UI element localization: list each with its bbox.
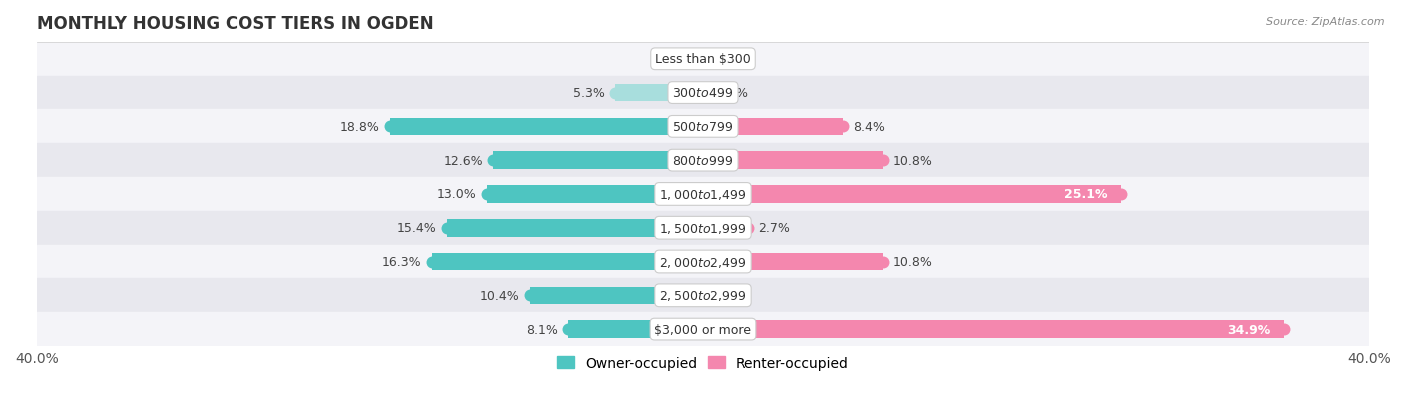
Text: Source: ZipAtlas.com: Source: ZipAtlas.com — [1267, 17, 1385, 26]
Bar — [37, 279, 1369, 313]
Text: 34.9%: 34.9% — [1227, 323, 1271, 336]
Text: 13.0%: 13.0% — [437, 188, 477, 201]
Bar — [614, 85, 703, 102]
Bar — [37, 76, 1369, 110]
Bar — [37, 178, 1369, 211]
Bar — [37, 211, 1369, 245]
Text: $2,000 to $2,499: $2,000 to $2,499 — [659, 255, 747, 269]
Text: 10.8%: 10.8% — [893, 255, 932, 268]
Text: 16.3%: 16.3% — [382, 255, 422, 268]
Text: 10.4%: 10.4% — [479, 289, 520, 302]
Text: $1,500 to $1,999: $1,500 to $1,999 — [659, 221, 747, 235]
Text: 0.0%: 0.0% — [716, 53, 748, 66]
Text: Less than $300: Less than $300 — [655, 53, 751, 66]
Text: 0.0%: 0.0% — [716, 289, 748, 302]
Text: MONTHLY HOUSING COST TIERS IN OGDEN: MONTHLY HOUSING COST TIERS IN OGDEN — [37, 15, 433, 33]
Bar — [703, 51, 709, 69]
Text: $1,000 to $1,499: $1,000 to $1,499 — [659, 188, 747, 202]
Text: 25.1%: 25.1% — [1064, 188, 1108, 201]
Text: 18.8%: 18.8% — [340, 121, 380, 133]
Bar — [703, 219, 748, 237]
Text: 2.7%: 2.7% — [758, 222, 790, 235]
Bar — [389, 118, 703, 136]
Bar — [37, 245, 1369, 279]
Bar — [703, 118, 842, 136]
Legend: Owner-occupied, Renter-occupied: Owner-occupied, Renter-occupied — [551, 351, 855, 376]
Bar — [447, 219, 703, 237]
Bar — [37, 110, 1369, 144]
Bar — [697, 51, 703, 69]
Bar — [703, 253, 883, 271]
Text: 8.4%: 8.4% — [853, 121, 884, 133]
Bar — [37, 144, 1369, 178]
Text: $2,500 to $2,999: $2,500 to $2,999 — [659, 289, 747, 303]
Text: 0.0%: 0.0% — [716, 87, 748, 100]
Bar — [568, 320, 703, 338]
Bar — [703, 152, 883, 169]
Bar — [37, 313, 1369, 346]
Text: 5.3%: 5.3% — [572, 87, 605, 100]
Bar — [703, 186, 1121, 203]
Text: 15.4%: 15.4% — [396, 222, 436, 235]
Bar — [703, 85, 709, 102]
Text: $500 to $799: $500 to $799 — [672, 121, 734, 133]
Bar — [703, 287, 709, 304]
Bar — [432, 253, 703, 271]
Bar — [486, 186, 703, 203]
Text: 10.8%: 10.8% — [893, 154, 932, 167]
Text: 8.1%: 8.1% — [526, 323, 558, 336]
Bar — [37, 43, 1369, 76]
Text: $300 to $499: $300 to $499 — [672, 87, 734, 100]
Bar — [530, 287, 703, 304]
Text: 0.0%: 0.0% — [658, 53, 690, 66]
Text: $800 to $999: $800 to $999 — [672, 154, 734, 167]
Text: 12.6%: 12.6% — [443, 154, 484, 167]
Bar — [703, 320, 1284, 338]
Text: $3,000 or more: $3,000 or more — [655, 323, 751, 336]
Bar — [494, 152, 703, 169]
